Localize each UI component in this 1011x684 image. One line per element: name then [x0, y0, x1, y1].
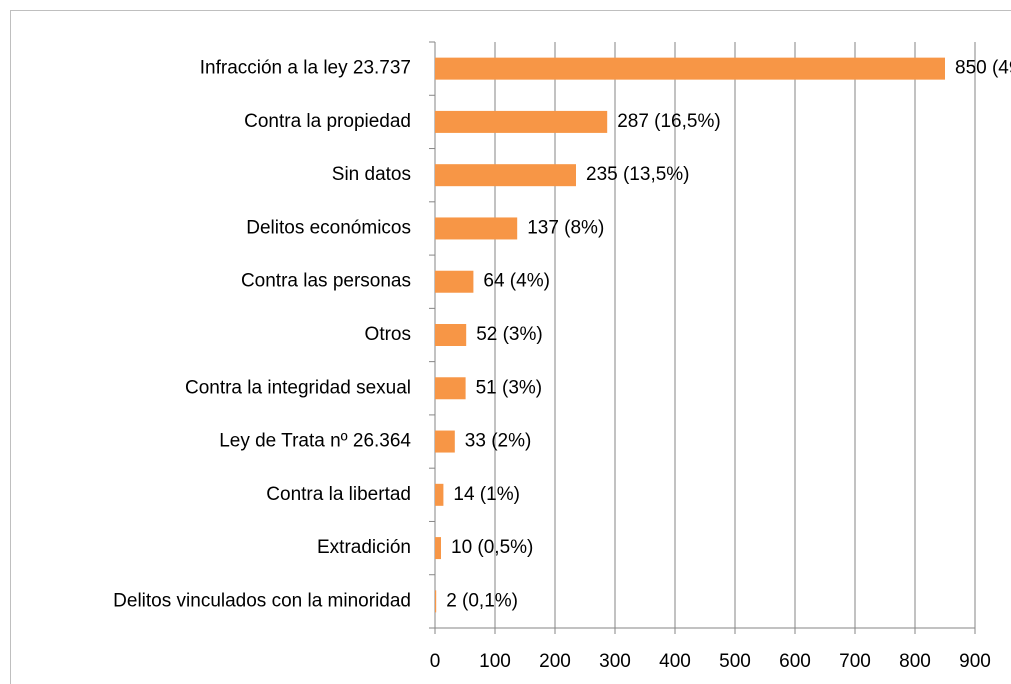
y-tick-label: Otros — [365, 324, 411, 345]
y-tick-label: Extradición — [317, 537, 411, 558]
value-label: 2 (0,1%) — [446, 590, 518, 611]
y-tick-label: Delitos vinculados con la minoridad — [113, 590, 411, 611]
value-label: 235 (13,5%) — [586, 164, 690, 185]
y-tick-label: Ley de Trata nº 26.364 — [219, 431, 411, 452]
bar — [435, 537, 441, 560]
value-label: 287 (16,5%) — [617, 111, 721, 132]
x-tick-label: 300 — [599, 651, 631, 672]
y-tick-label: Contra las personas — [241, 271, 411, 292]
bar — [435, 217, 518, 240]
bar — [435, 164, 576, 187]
value-label: 64 (4%) — [483, 271, 550, 292]
bar — [435, 430, 455, 453]
bar — [435, 57, 945, 80]
y-tick-label: Delitos económicos — [246, 217, 411, 238]
y-tick-label: Contra la libertad — [266, 484, 411, 505]
y-tick-label: Infracción a la ley 23.737 — [200, 58, 411, 79]
x-tick-label: 0 — [430, 651, 441, 672]
value-label: 14 (1%) — [453, 484, 520, 505]
value-label: 10 (0,5%) — [451, 537, 533, 558]
x-tick-label: 900 — [959, 651, 991, 672]
x-tick-label: 600 — [779, 651, 811, 672]
bar — [435, 324, 467, 346]
chart-frame — [10, 10, 1011, 684]
x-tick-label: 100 — [479, 651, 511, 672]
value-label: 850 (49%) — [955, 58, 1011, 79]
x-tick-label: 400 — [659, 651, 691, 672]
x-tick-label: 700 — [839, 651, 871, 672]
value-label: 33 (2%) — [465, 431, 532, 452]
bar — [435, 483, 444, 506]
x-tick-label: 500 — [719, 651, 751, 672]
bar — [435, 270, 474, 293]
y-tick-label: Contra la integridad sexual — [185, 377, 411, 398]
x-tick-label: 800 — [899, 651, 931, 672]
y-tick-label: Contra la propiedad — [244, 111, 411, 132]
bar — [435, 377, 466, 400]
bar — [435, 110, 608, 133]
y-tick-label: Sin datos — [332, 164, 411, 185]
bar — [435, 590, 437, 613]
value-label: 137 (8%) — [527, 217, 604, 238]
value-label: 52 (3%) — [476, 324, 543, 345]
value-label: 51 (3%) — [476, 377, 543, 398]
x-tick-label: 200 — [539, 651, 571, 672]
